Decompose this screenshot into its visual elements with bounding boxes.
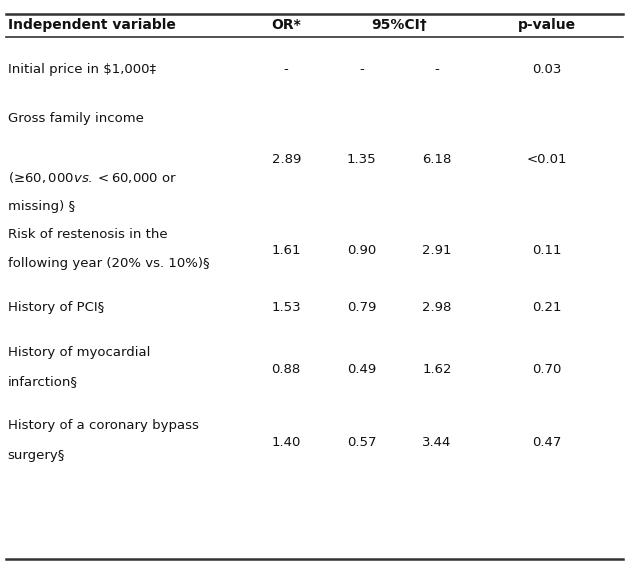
Text: 1.35: 1.35	[347, 152, 377, 166]
Text: 2.89: 2.89	[272, 152, 301, 166]
Text: 3.44: 3.44	[423, 436, 452, 450]
Text: 0.79: 0.79	[347, 301, 376, 314]
Text: 6.18: 6.18	[423, 152, 452, 166]
Text: -: -	[435, 63, 440, 76]
Text: History of PCI§: History of PCI§	[8, 301, 104, 314]
Text: OR*: OR*	[271, 19, 301, 32]
Text: Risk of restenosis in the: Risk of restenosis in the	[8, 227, 167, 241]
Text: infarction§: infarction§	[8, 375, 77, 389]
Text: following year (20% vs. 10%)§: following year (20% vs. 10%)§	[8, 257, 209, 270]
Text: 0.49: 0.49	[347, 363, 376, 376]
Text: 0.90: 0.90	[347, 244, 376, 258]
Text: 95%CI†: 95%CI†	[372, 19, 427, 32]
Text: Gross family income: Gross family income	[8, 112, 143, 125]
Text: 1.40: 1.40	[272, 436, 301, 450]
Text: 0.57: 0.57	[347, 436, 376, 450]
Text: -: -	[359, 63, 364, 76]
Text: (≥$60,000 vs. <$60,000 or: (≥$60,000 vs. <$60,000 or	[8, 170, 177, 184]
Text: 0.70: 0.70	[533, 363, 562, 376]
Text: 0.88: 0.88	[272, 363, 301, 376]
Text: 2.91: 2.91	[423, 244, 452, 258]
Text: History of a coronary bypass: History of a coronary bypass	[8, 419, 198, 433]
Text: surgery§: surgery§	[8, 448, 65, 462]
Text: 2.98: 2.98	[423, 301, 452, 314]
Text: -: -	[284, 63, 289, 76]
Text: 1.53: 1.53	[271, 301, 301, 314]
Text: 0.47: 0.47	[533, 436, 562, 450]
Text: 0.03: 0.03	[533, 63, 562, 76]
Text: Initial price in $1,000‡: Initial price in $1,000‡	[8, 63, 155, 76]
Text: 0.11: 0.11	[533, 244, 562, 258]
Text: Independent variable: Independent variable	[8, 19, 175, 32]
Text: 0.21: 0.21	[533, 301, 562, 314]
Text: History of myocardial: History of myocardial	[8, 346, 150, 359]
Text: 1.62: 1.62	[423, 363, 452, 376]
Text: missing) §: missing) §	[8, 200, 75, 213]
Text: p-value: p-value	[518, 19, 576, 32]
Text: 1.61: 1.61	[272, 244, 301, 258]
Text: <0.01: <0.01	[527, 152, 567, 166]
